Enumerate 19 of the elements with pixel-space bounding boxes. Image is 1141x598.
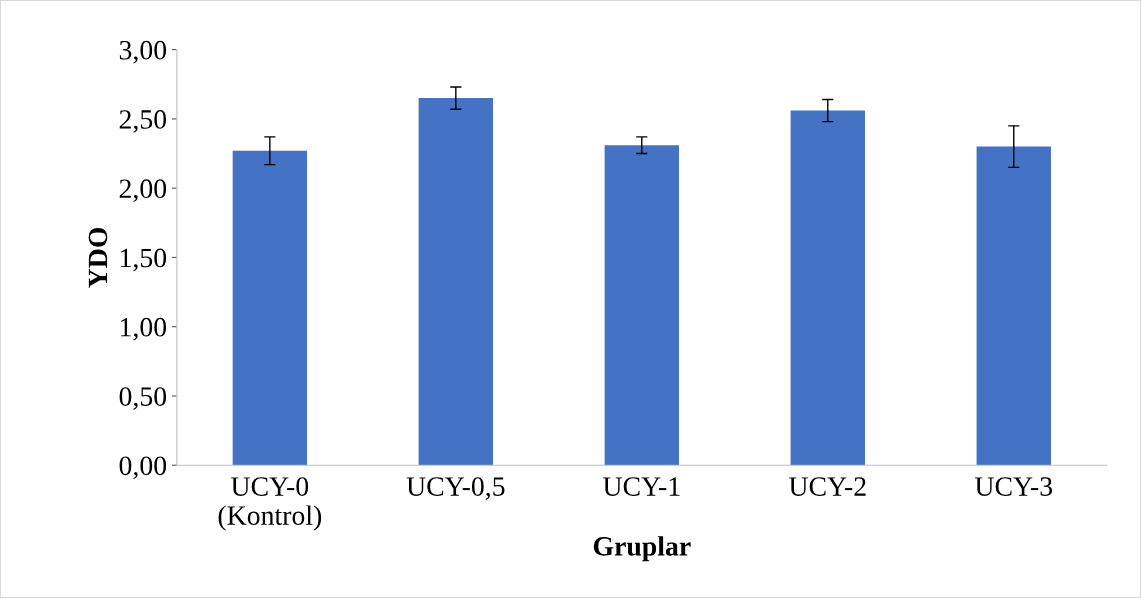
bar: [418, 98, 494, 466]
bar: [790, 110, 865, 466]
x-tick-label: UCY-0 (Kontrol): [218, 477, 322, 531]
x-axis-title: Gruplar: [593, 536, 691, 562]
x-tick-label: UCY-1: [603, 477, 680, 496]
y-tick-label: 1,50: [120, 248, 167, 272]
y-tick-label: 1,00: [120, 317, 167, 341]
bar: [976, 146, 1051, 466]
y-tick-label: 2,00: [119, 179, 167, 203]
x-tick-label: UCY-0,5: [406, 477, 505, 500]
y-tick-label: 2,50: [119, 110, 167, 133]
y-tick-label: 0,50: [119, 387, 167, 410]
y-tick-label: 3,00: [119, 40, 167, 64]
bar: [604, 145, 680, 466]
y-axis-title: YDO: [88, 227, 108, 288]
x-tick-label: UCY-3: [975, 477, 1053, 496]
x-tick-label: UCY-2: [789, 477, 866, 496]
y-tick-label: 0,00: [119, 456, 167, 480]
bar: [232, 150, 308, 466]
